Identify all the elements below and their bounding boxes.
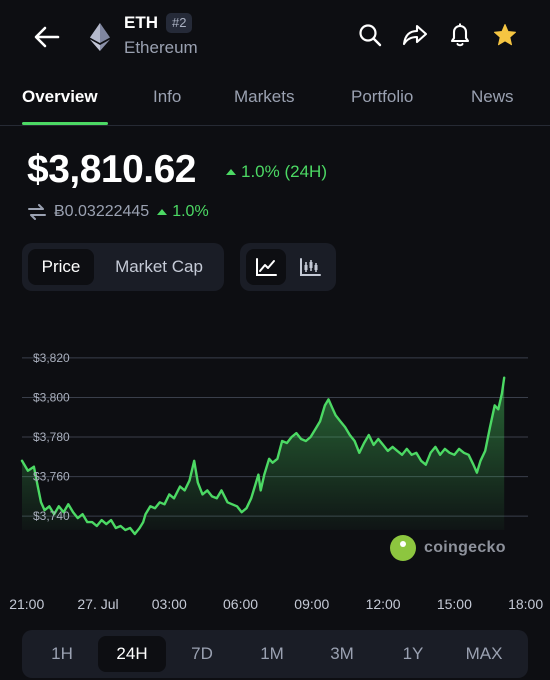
share-icon xyxy=(402,24,428,46)
favorite-button[interactable] xyxy=(492,22,518,48)
back-arrow-icon xyxy=(34,26,60,48)
coingecko-logo xyxy=(390,535,416,561)
btc-price: Ƀ0.03222445 xyxy=(54,203,150,220)
x-axis-tick-label: 27. Jul xyxy=(77,596,118,612)
range-button-1y[interactable]: 1Y xyxy=(402,644,424,663)
btc-price-row: Ƀ0.03222445 1.0% xyxy=(28,203,209,221)
share-button[interactable] xyxy=(402,22,428,48)
tab-markets[interactable]: Markets xyxy=(234,87,295,106)
range-button-7d[interactable]: 7D xyxy=(191,644,213,663)
coin-name: Ethereum xyxy=(124,38,198,57)
line-chart-icon xyxy=(256,258,277,276)
chart-metric-toggle: Price Market Cap xyxy=(22,243,224,291)
y-axis-tick-label: $3,740 xyxy=(33,509,70,523)
x-axis-tick-label: 18:00 xyxy=(508,596,543,612)
btc-change-value: 1.0% xyxy=(172,203,209,220)
ethereum-logo xyxy=(90,23,110,51)
coin-tabs: Overview Info Markets Portfolio News xyxy=(0,80,550,126)
y-axis-tick-label: $3,760 xyxy=(33,470,70,484)
coingecko-watermark: coingecko xyxy=(390,535,506,561)
price-area-fill xyxy=(22,377,505,534)
range-button-1m[interactable]: 1M xyxy=(260,644,284,663)
range-button-3m[interactable]: 3M xyxy=(330,644,354,663)
rank-badge: #2 xyxy=(166,13,193,33)
back-button[interactable] xyxy=(30,20,64,54)
range-button-24h[interactable]: 24H xyxy=(98,636,166,672)
coin-symbol: ETH xyxy=(124,13,158,32)
x-axis-tick-label: 12:00 xyxy=(366,596,401,612)
price-line xyxy=(20,376,506,536)
tab-portfolio[interactable]: Portfolio xyxy=(351,87,414,106)
range-button-1h[interactable]: 1H xyxy=(51,644,73,663)
current-price: $3,810.62 xyxy=(27,148,197,191)
candlestick-icon xyxy=(300,258,321,276)
price-change-value: 1.0% (24H) xyxy=(241,162,327,181)
y-axis-tick-label: $3,820 xyxy=(33,351,70,365)
tab-info[interactable]: Info xyxy=(153,87,182,106)
up-triangle-icon xyxy=(157,209,168,215)
up-triangle-icon xyxy=(226,169,236,175)
active-tab-indicator xyxy=(22,122,108,125)
y-axis-tick-label: $3,800 xyxy=(33,390,70,404)
chart-view-toggle xyxy=(240,243,336,291)
price-change-24h: 1.0% (24H) xyxy=(226,162,327,182)
market-cap-toggle-button[interactable]: Market Cap xyxy=(115,257,203,276)
swap-arrows-icon xyxy=(28,204,46,220)
btc-change: 1.0% xyxy=(157,203,209,221)
x-axis-tick-label: 06:00 xyxy=(223,596,258,612)
price-chart[interactable]: $3,820 $3,800 $3,780 $3,760 $3,740 21:00 27. … xyxy=(0,340,550,620)
search-button[interactable] xyxy=(357,22,383,48)
x-axis-tick-label: 09:00 xyxy=(294,596,329,612)
watermark-text: coingecko xyxy=(424,539,506,556)
line-chart-button[interactable] xyxy=(246,249,286,285)
price-toggle-button[interactable]: Price xyxy=(28,249,94,285)
candlestick-chart-button[interactable] xyxy=(290,249,330,285)
x-axis-tick-label: 21:00 xyxy=(9,596,44,612)
bell-icon xyxy=(450,23,470,47)
y-axis-tick-label: $3,780 xyxy=(33,430,70,444)
time-range-selector: 1H 24H 7D 1M 3M 1Y MAX xyxy=(22,630,528,678)
search-icon xyxy=(359,24,382,47)
range-button-max[interactable]: MAX xyxy=(465,644,503,663)
alert-button[interactable] xyxy=(447,22,473,48)
coin-header: ETH #2 Ethereum xyxy=(0,0,550,76)
x-axis-tick-label: 15:00 xyxy=(437,596,472,612)
tab-news[interactable]: News xyxy=(471,87,514,106)
x-axis-tick-label: 03:00 xyxy=(152,596,187,612)
star-icon xyxy=(494,24,516,46)
tab-overview[interactable]: Overview xyxy=(22,87,98,106)
